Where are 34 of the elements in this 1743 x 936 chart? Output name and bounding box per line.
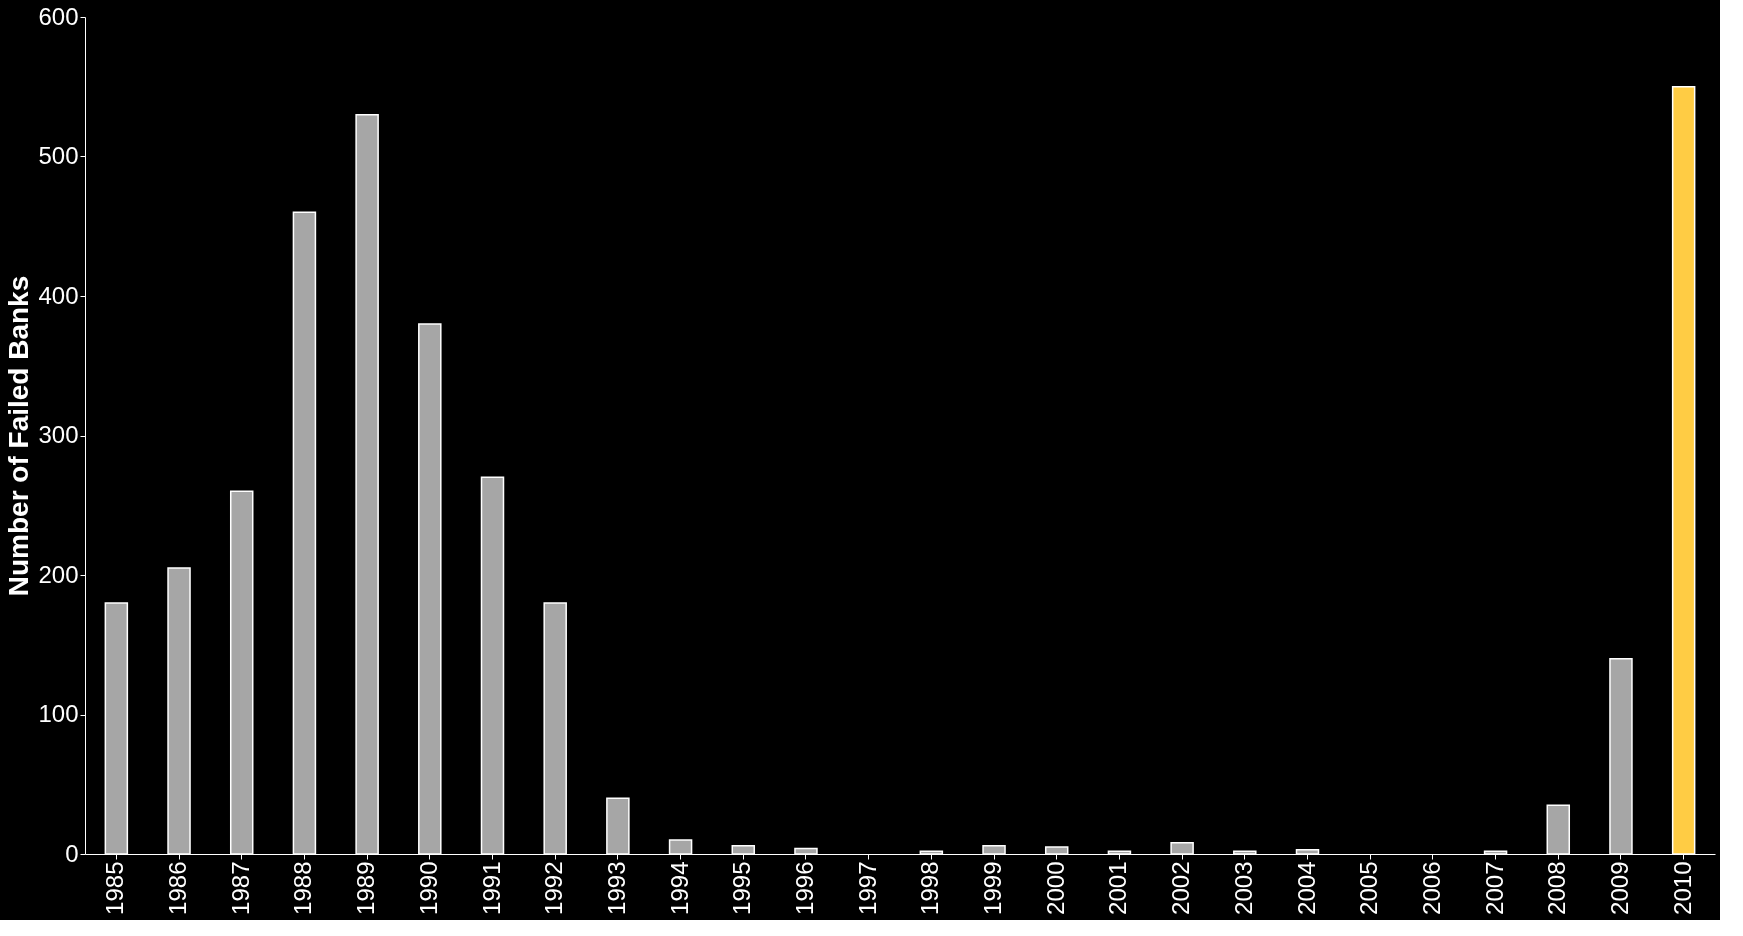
x-tick-label: 2004 xyxy=(1292,861,1320,915)
y-tick-label: 300 xyxy=(38,421,79,448)
x-tick-label: 1990 xyxy=(414,861,442,915)
x-tick-label: 1992 xyxy=(540,861,568,915)
x-tick-label: 2005 xyxy=(1355,861,1383,915)
x-tick-label: 1993 xyxy=(602,861,630,915)
x-tick-label: 1985 xyxy=(101,861,129,915)
x-tick-label: 1997 xyxy=(853,861,881,915)
x-tick-label: 2002 xyxy=(1167,861,1195,915)
x-tick-label: 1987 xyxy=(226,861,254,915)
x-tick-label: 2001 xyxy=(1104,861,1132,915)
y-tick-label: 0 xyxy=(65,839,79,867)
x-tick-label: 1986 xyxy=(164,861,192,915)
x-tick-label: 2000 xyxy=(1041,861,1069,915)
x-tick-label: 2010 xyxy=(1668,861,1696,915)
x-tick-label: 1988 xyxy=(289,861,317,915)
y-tick-label: 600 xyxy=(38,2,79,30)
y-tick-label: 100 xyxy=(38,700,79,727)
x-tick-label: 1989 xyxy=(352,861,380,915)
x-tick-label: 2007 xyxy=(1480,861,1508,915)
x-tick-label: 1995 xyxy=(728,861,756,915)
y-tick-label: 200 xyxy=(38,560,79,588)
x-tick-label: 2003 xyxy=(1229,861,1257,915)
x-tick-label: 1994 xyxy=(665,861,693,915)
y-axis-title: Number of Failed Banks xyxy=(3,275,35,597)
x-tick-label: 2009 xyxy=(1605,861,1633,915)
y-tick-label: 500 xyxy=(38,142,79,169)
y-tick-label: 400 xyxy=(38,281,79,309)
x-tick-label: 1991 xyxy=(477,861,505,915)
x-tick-label: 1998 xyxy=(916,861,944,915)
x-tick-label: 1999 xyxy=(979,861,1007,915)
x-tick-label: 1996 xyxy=(790,861,818,915)
x-tick-label: 2006 xyxy=(1417,861,1445,915)
x-tick-label: 2008 xyxy=(1543,861,1571,915)
